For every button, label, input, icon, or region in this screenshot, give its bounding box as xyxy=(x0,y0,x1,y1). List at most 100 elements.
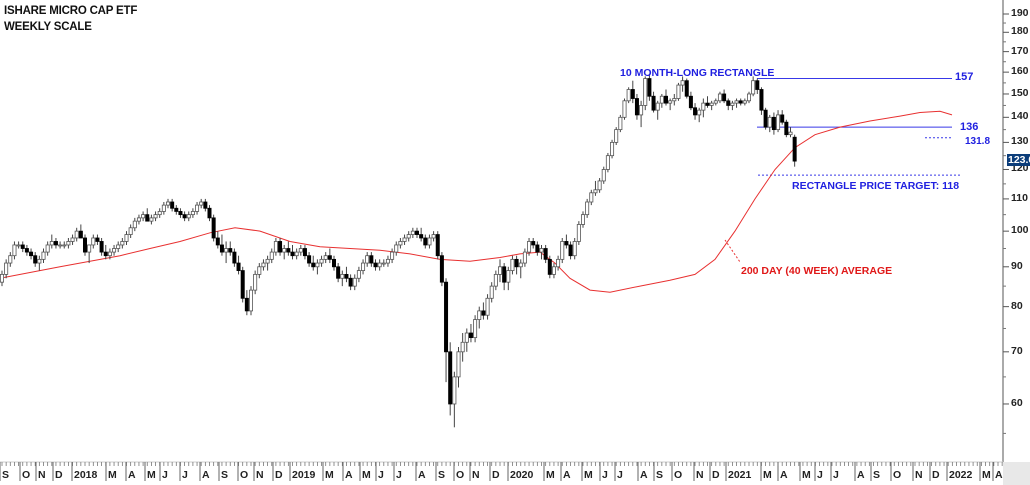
x-tick-label: M xyxy=(584,469,593,481)
candle xyxy=(244,297,249,312)
candle xyxy=(203,201,208,209)
candle xyxy=(518,262,523,268)
candle xyxy=(581,214,586,225)
candle xyxy=(311,262,316,268)
candle xyxy=(468,332,473,339)
x-tick-label: M xyxy=(362,469,371,481)
candle xyxy=(20,244,25,249)
recent-low-value: 131.8 xyxy=(965,136,991,147)
x-tick-label: D xyxy=(492,469,500,481)
candle xyxy=(730,102,735,106)
x-tick-label: S xyxy=(656,469,664,481)
candle xyxy=(539,248,544,253)
candle xyxy=(444,281,449,353)
candle xyxy=(610,141,615,157)
candle xyxy=(344,273,349,279)
candle xyxy=(319,258,324,264)
candle xyxy=(24,248,29,253)
candle xyxy=(456,351,461,378)
y-tick-label: 150 xyxy=(1011,86,1029,99)
candle xyxy=(460,341,465,353)
candle xyxy=(522,251,527,264)
candle xyxy=(738,100,743,104)
candle xyxy=(112,248,117,253)
x-tick-label: A xyxy=(202,469,210,481)
candle xyxy=(199,201,204,206)
candle xyxy=(170,201,175,209)
candle xyxy=(780,114,785,123)
candle xyxy=(717,93,722,102)
candle xyxy=(141,214,146,219)
x-tick-label: M xyxy=(325,469,334,481)
candle xyxy=(336,266,341,279)
axis-corner xyxy=(1003,462,1030,485)
candle xyxy=(116,244,121,249)
x-tick-label: N xyxy=(472,469,480,481)
candle xyxy=(651,95,656,111)
candle xyxy=(680,80,685,86)
candle xyxy=(767,116,772,128)
candle xyxy=(323,255,328,260)
y-tick-label: 170 xyxy=(1011,44,1029,57)
candle xyxy=(477,310,482,320)
candle xyxy=(713,100,718,104)
candle xyxy=(4,262,9,275)
x-tick-label: J xyxy=(182,469,188,481)
x-tick-label: J xyxy=(617,469,623,481)
candle xyxy=(66,241,71,246)
candle xyxy=(41,251,46,260)
candle xyxy=(527,241,532,253)
candle xyxy=(506,270,511,283)
y-tick-label: 70 xyxy=(1011,344,1023,357)
candle xyxy=(307,255,312,264)
candle xyxy=(153,214,158,219)
x-tick-label: 2021 xyxy=(728,469,752,481)
candle xyxy=(8,255,13,264)
candle xyxy=(676,84,681,99)
x-tick-label: N xyxy=(38,469,46,481)
x-tick-label: O xyxy=(240,469,249,481)
candle xyxy=(103,251,108,257)
candle xyxy=(269,251,274,260)
candle xyxy=(87,244,92,253)
candle xyxy=(340,273,345,279)
candle xyxy=(248,289,253,312)
candle xyxy=(630,89,635,99)
x-tick-label: O xyxy=(456,469,465,481)
candle xyxy=(83,237,88,253)
candle xyxy=(473,319,478,339)
x-tick-label: 2020 xyxy=(510,469,534,481)
candle xyxy=(224,248,229,253)
candle xyxy=(74,230,79,239)
candle xyxy=(439,255,444,283)
x-tick-label: A xyxy=(995,469,1003,481)
candle xyxy=(531,241,536,246)
candle xyxy=(78,230,83,239)
candle xyxy=(452,376,457,405)
candle xyxy=(70,237,75,242)
y-tick-label: 90 xyxy=(1011,259,1023,272)
candle xyxy=(261,262,266,268)
candle xyxy=(157,211,162,216)
candle xyxy=(236,262,241,271)
moving-average-label: 200 DAY (40 WEEK) AVERAGE xyxy=(741,265,893,277)
candle xyxy=(257,266,262,275)
candle xyxy=(298,248,303,253)
y-tick-label: 110 xyxy=(1011,191,1028,204)
candle xyxy=(755,80,760,90)
chart-title: ISHARE MICRO CAP ETF xyxy=(4,5,138,17)
candle xyxy=(120,241,125,246)
candle xyxy=(352,277,357,287)
candle xyxy=(265,258,270,264)
x-tick-label: A xyxy=(780,469,788,481)
candle xyxy=(655,102,660,111)
candle xyxy=(709,102,714,106)
candle xyxy=(0,273,4,283)
price-target-label: RECTANGLE PRICE TARGET: 118 xyxy=(792,180,960,192)
candle xyxy=(643,78,648,106)
rect-top-value: 157 xyxy=(955,71,974,83)
candle xyxy=(614,129,619,143)
candle xyxy=(219,244,224,253)
x-tick-label: M xyxy=(108,469,117,481)
candle xyxy=(406,234,411,239)
